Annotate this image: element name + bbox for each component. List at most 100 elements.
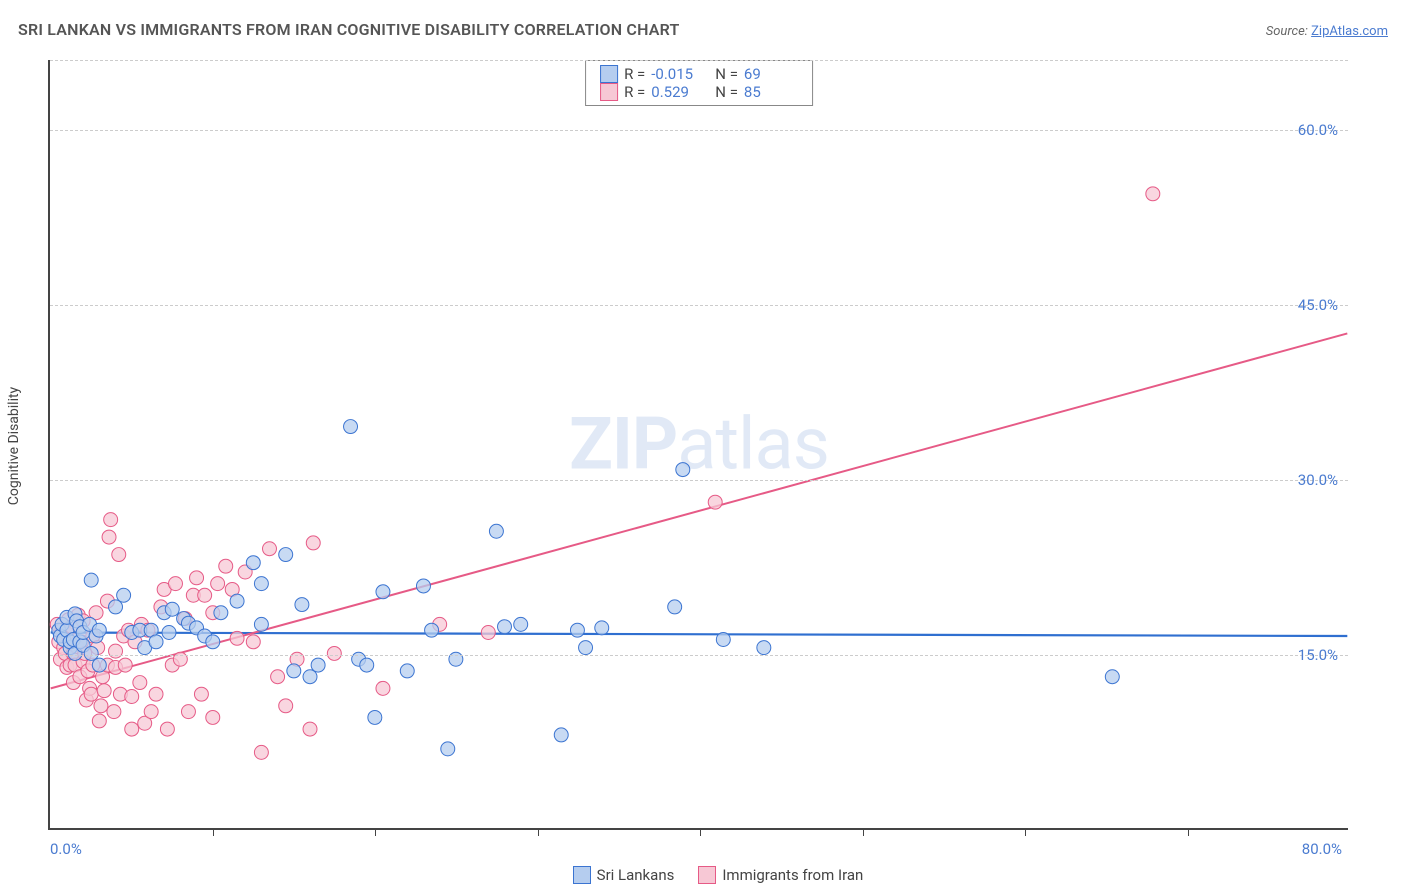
data-point (1105, 670, 1119, 684)
data-point (376, 681, 390, 695)
stats-N-label: N = (715, 65, 738, 83)
y-tick-label: 60.0% (1298, 121, 1338, 139)
data-point (92, 658, 106, 672)
data-point (92, 714, 106, 728)
data-point (94, 699, 108, 713)
data-point (84, 573, 98, 587)
data-point (570, 623, 584, 637)
data-point (311, 658, 325, 672)
data-point (716, 633, 730, 647)
data-point (279, 548, 293, 562)
data-point (287, 664, 301, 678)
data-point (441, 742, 455, 756)
data-point (169, 577, 183, 591)
data-point (92, 623, 106, 637)
stats-swatch-sri (600, 65, 618, 83)
y-tick-label: 45.0% (1298, 296, 1338, 314)
gridline (50, 480, 1348, 481)
gridline (50, 130, 1348, 131)
x-tick (700, 828, 701, 836)
data-point (514, 617, 528, 631)
stats-swatch-iran (600, 83, 618, 101)
gridline (50, 60, 1348, 61)
data-point (104, 513, 118, 527)
data-point (295, 598, 309, 612)
data-point (181, 705, 195, 719)
data-point (206, 635, 220, 649)
stats-row-iran: R = 0.529 N = 85 (600, 83, 798, 101)
data-point (211, 577, 225, 591)
y-axis-label: Cognitive Disability (6, 387, 22, 505)
title-bar: SRI LANKAN VS IMMIGRANTS FROM IRAN COGNI… (18, 20, 1388, 39)
data-point (246, 635, 260, 649)
x-tick (375, 828, 376, 836)
data-point (254, 577, 268, 591)
data-point (368, 710, 382, 724)
gridline (50, 305, 1348, 306)
data-point (230, 594, 244, 608)
x-tick (1188, 828, 1189, 836)
stats-N-iran: 85 (744, 83, 798, 101)
data-point (757, 641, 771, 655)
data-point (214, 606, 228, 620)
x-tick (1025, 828, 1026, 836)
stats-N-label2: N = (715, 83, 738, 101)
data-point (125, 690, 139, 704)
stats-R-label2: R = (624, 83, 645, 101)
x-tick (863, 828, 864, 836)
source-link[interactable]: ZipAtlas.com (1311, 24, 1388, 39)
data-point (595, 621, 609, 635)
data-point (579, 641, 593, 655)
source-label: Source: (1266, 24, 1311, 39)
data-point (149, 687, 163, 701)
data-point (708, 495, 722, 509)
stats-N-sri: 69 (744, 65, 798, 83)
data-point (416, 579, 430, 593)
data-point (97, 684, 111, 698)
data-point (118, 658, 132, 672)
data-point (263, 542, 277, 556)
data-point (425, 623, 439, 637)
stats-R-iran: 0.529 (651, 83, 705, 101)
data-point (1146, 187, 1160, 201)
legend-item-iran: Immigrants from Iran (698, 866, 863, 884)
data-point (498, 620, 512, 634)
data-point (246, 556, 260, 570)
y-tick-label: 15.0% (1298, 646, 1338, 664)
x-tick-label: 0.0% (50, 840, 82, 858)
data-point (554, 728, 568, 742)
legend-item-sri: Sri Lankans (573, 866, 675, 884)
x-tick (538, 828, 539, 836)
data-point (112, 548, 126, 562)
data-point (668, 600, 682, 614)
stats-box: R = -0.015 N = 69 R = 0.529 N = 85 (585, 60, 813, 106)
data-point (165, 602, 179, 616)
y-tick-label: 30.0% (1298, 471, 1338, 489)
data-point (107, 705, 121, 719)
data-point (254, 617, 268, 631)
legend: Sri Lankans Immigrants from Iran (48, 866, 1388, 884)
plot-area: ZIPatlas R = -0.015 N = 69 R = 0.529 N =… (48, 60, 1348, 830)
chart-title: SRI LANKAN VS IMMIGRANTS FROM IRAN COGNI… (18, 20, 680, 39)
data-point (376, 585, 390, 599)
data-point (206, 710, 220, 724)
data-point (102, 530, 116, 544)
data-point (198, 588, 212, 602)
legend-swatch-iran (698, 866, 716, 884)
data-point (676, 463, 690, 477)
data-point (109, 644, 123, 658)
data-point (489, 524, 503, 538)
gridline (50, 655, 1348, 656)
data-point (400, 664, 414, 678)
data-point (344, 420, 358, 434)
data-point (117, 588, 131, 602)
legend-label-iran: Immigrants from Iran (722, 866, 863, 884)
legend-swatch-sri (573, 866, 591, 884)
data-point (254, 745, 268, 759)
data-point (219, 559, 233, 573)
source: Source: ZipAtlas.com (1266, 24, 1388, 39)
data-point (230, 631, 244, 645)
data-point (303, 722, 317, 736)
data-point (162, 626, 176, 640)
data-point (306, 536, 320, 550)
